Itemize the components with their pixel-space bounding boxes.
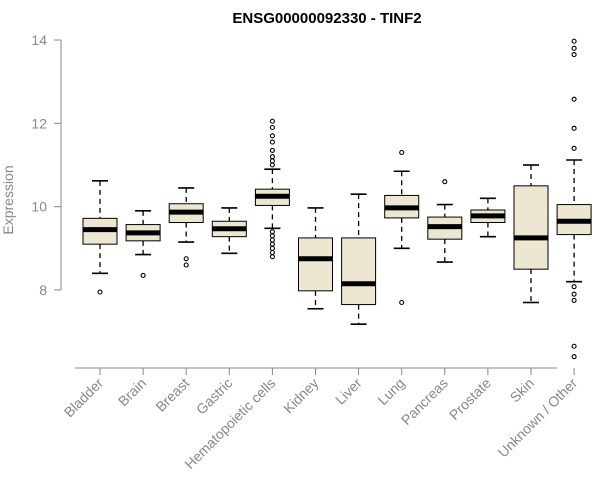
outlier-point [269, 139, 275, 145]
box-group [125, 210, 161, 278]
outlier-point [269, 254, 275, 260]
outlier-point [399, 299, 405, 306]
outlier-point [571, 52, 577, 58]
outlier-point [442, 179, 448, 185]
iqr-box [513, 185, 549, 270]
outlier-point [571, 343, 577, 349]
outlier-point [269, 118, 275, 124]
box-group [384, 149, 420, 306]
outlier-point [269, 241, 275, 247]
outlier-point [140, 272, 146, 278]
outlier-point [269, 158, 275, 164]
outlier-point [183, 262, 189, 268]
outlier-point [269, 245, 275, 251]
y-tick-label: 12 [31, 115, 47, 131]
outlier-point [571, 96, 577, 102]
outlier-point [97, 289, 103, 295]
x-tick-label: Breast [152, 375, 192, 415]
outlier-point [571, 145, 577, 151]
outlier-point [269, 124, 275, 131]
box-group [211, 207, 247, 255]
outlier-point [269, 229, 275, 235]
outlier-point [269, 147, 275, 153]
x-tick-label: Skin [507, 375, 538, 406]
box-group [341, 193, 377, 325]
x-tick-label: Unknown / Other [495, 375, 581, 461]
y-tick-label: 8 [39, 282, 47, 298]
outlier-point [571, 291, 577, 297]
box-group [168, 187, 204, 268]
outlier-point [571, 284, 577, 290]
y-tick-label: 14 [31, 32, 47, 48]
x-tick-label: Liver [332, 375, 365, 408]
box-group [427, 179, 463, 263]
box-group [513, 164, 549, 304]
x-tick-label: Bladder [61, 375, 107, 421]
y-axis-label: Expression [0, 165, 16, 234]
x-tick-label: Kidney [280, 375, 322, 417]
x-tick-label: Gastric [193, 375, 236, 418]
box-group [470, 197, 506, 238]
outlier-point [269, 154, 275, 160]
x-tick-label: Lung [374, 375, 407, 408]
iqr-box [341, 237, 377, 306]
outlier-point [269, 133, 275, 139]
outlier-point [571, 38, 577, 44]
outlier-point [571, 125, 577, 131]
box-group [254, 118, 290, 260]
outlier-point [571, 354, 577, 360]
outlier-point [269, 237, 275, 243]
outlier-point [571, 297, 577, 303]
outlier-point [269, 233, 275, 239]
outlier-point [571, 45, 577, 51]
y-tick-label: 10 [31, 199, 47, 215]
iqr-box [298, 237, 333, 292]
y-axis-ticks: 8 10 12 14 [31, 32, 61, 298]
x-tick-label: Prostate [446, 375, 494, 423]
outlier-point [183, 256, 189, 262]
outlier-point [269, 249, 275, 256]
box-group [82, 180, 118, 295]
x-tick-label: Brain [115, 375, 149, 409]
outlier-point [399, 149, 405, 156]
outlier-point [269, 162, 275, 168]
box-group [298, 207, 333, 310]
x-tick-label: Pancreas [398, 375, 451, 428]
box-group [556, 38, 592, 360]
boxes-group [82, 38, 592, 360]
chart-title: ENSG00000092330 - TINF2 [232, 10, 421, 27]
